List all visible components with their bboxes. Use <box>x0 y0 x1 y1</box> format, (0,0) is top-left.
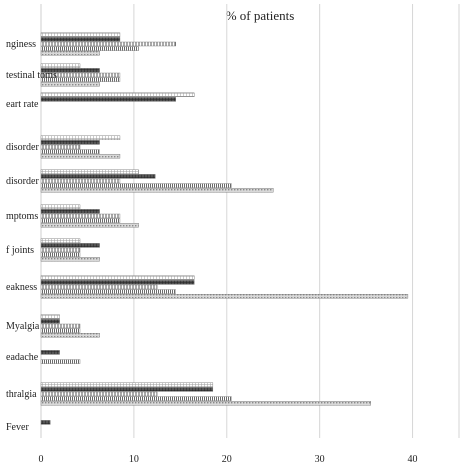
bar <box>40 183 232 188</box>
bar <box>40 319 60 324</box>
bar <box>40 149 100 154</box>
bar <box>40 68 100 73</box>
bar <box>40 174 156 179</box>
category-label: Fever <box>6 422 29 433</box>
bar <box>40 294 409 299</box>
category-label: thralgia <box>6 389 37 400</box>
gridlines <box>40 4 460 438</box>
category-label: eakness <box>6 282 37 293</box>
category-label: Myalgia <box>6 321 40 332</box>
bar <box>40 359 81 364</box>
bar <box>40 391 158 397</box>
x-tick-label: 40 <box>408 454 418 465</box>
bar <box>40 169 139 175</box>
category-label: mptoms <box>6 211 38 222</box>
bar <box>40 97 176 102</box>
bar <box>40 187 274 193</box>
bar <box>40 323 81 329</box>
category-label: testinal toms <box>6 70 57 81</box>
category-label: disorder <box>6 176 39 187</box>
bar <box>40 350 60 355</box>
bar <box>40 63 81 68</box>
bar <box>40 328 81 333</box>
bar <box>40 144 81 150</box>
chart-title: % of patients <box>226 8 295 23</box>
bar <box>40 247 81 253</box>
bar <box>40 243 100 248</box>
bar <box>40 153 121 159</box>
bar <box>40 178 121 184</box>
bar <box>40 135 121 141</box>
bar <box>40 275 195 280</box>
bars <box>40 32 409 425</box>
bar <box>40 401 371 406</box>
bar <box>40 289 176 294</box>
bar <box>40 382 214 387</box>
category-label: f joints <box>6 245 34 256</box>
bar <box>40 37 121 42</box>
bar <box>40 204 81 210</box>
bar <box>40 81 100 87</box>
category-label: eadache <box>6 352 39 363</box>
bar <box>40 396 232 401</box>
x-tick-label: 10 <box>129 454 139 465</box>
bar <box>40 387 214 392</box>
bar <box>40 51 100 56</box>
bar <box>40 140 100 145</box>
category-label: nginess <box>6 39 36 50</box>
bar <box>40 92 195 98</box>
bar <box>40 213 121 219</box>
bar <box>40 72 121 78</box>
bar <box>40 218 121 223</box>
x-tick-label: 20 <box>222 454 232 465</box>
bar <box>40 333 100 338</box>
bar <box>40 238 81 244</box>
bar <box>40 284 158 290</box>
category-label: eart rate <box>6 99 39 110</box>
x-axis: 0 10 20 30 40 <box>39 454 418 465</box>
bar <box>40 252 81 257</box>
bar <box>40 77 121 82</box>
x-tick-label: 0 <box>39 454 44 465</box>
bar <box>40 46 139 51</box>
bar <box>40 420 51 425</box>
bar <box>40 280 195 285</box>
bar <box>40 314 60 319</box>
category-labels: nginess testinal toms eart rate disorder dis… <box>6 39 57 433</box>
bar <box>40 222 139 228</box>
category-label: disorder <box>6 142 39 153</box>
bar <box>40 32 121 37</box>
bar <box>40 257 100 262</box>
bar <box>40 41 176 47</box>
x-tick-label: 30 <box>315 454 325 465</box>
bar <box>40 209 100 214</box>
